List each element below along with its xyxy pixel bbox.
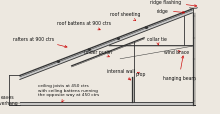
Text: eaves
overhang: eaves overhang: [0, 94, 18, 105]
Text: ridge flashing: ridge flashing: [150, 0, 197, 8]
Text: roof sheeting: roof sheeting: [110, 12, 140, 21]
Text: internal wall: internal wall: [107, 69, 135, 80]
Text: under purlin: under purlin: [84, 49, 112, 57]
Text: hanging beam: hanging beam: [163, 56, 196, 80]
Text: ridge: ridge: [156, 9, 185, 14]
Text: rafters at 900 ctrs: rafters at 900 ctrs: [13, 37, 67, 48]
Text: ceiling joists at 450 ctrs
with ceiling battens running
the opposite way at 450 : ceiling joists at 450 ctrs with ceiling …: [38, 84, 100, 102]
Text: prop: prop: [135, 72, 146, 77]
Polygon shape: [20, 10, 193, 80]
Text: wind brace: wind brace: [164, 49, 189, 54]
Polygon shape: [20, 102, 193, 105]
Text: collar tie: collar tie: [147, 37, 167, 45]
Text: roof battens at 900 ctrs: roof battens at 900 ctrs: [57, 21, 111, 31]
